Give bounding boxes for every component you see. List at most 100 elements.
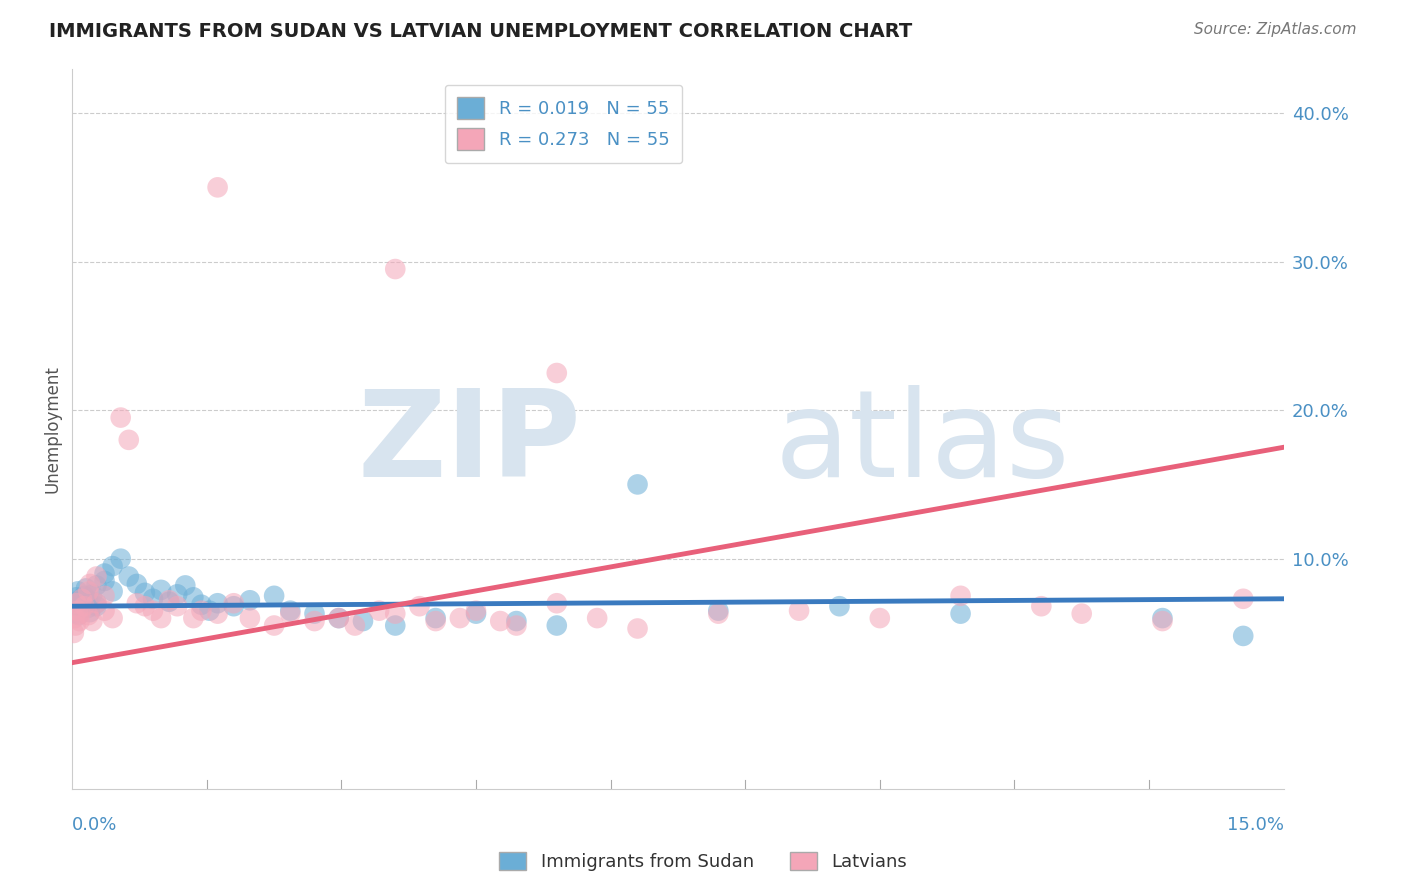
Point bbox=[101, 559, 124, 574]
Point bbox=[82, 587, 104, 601]
Point bbox=[328, 611, 350, 625]
Text: atlas: atlas bbox=[775, 384, 1070, 501]
Point bbox=[278, 607, 301, 621]
Point bbox=[263, 589, 285, 603]
Point bbox=[69, 607, 91, 621]
Point bbox=[157, 595, 180, 609]
Point bbox=[222, 596, 245, 610]
Point bbox=[384, 618, 406, 632]
Point bbox=[304, 607, 326, 621]
Point bbox=[183, 591, 205, 605]
Point bbox=[86, 578, 108, 592]
Point bbox=[73, 589, 96, 603]
Point bbox=[166, 587, 188, 601]
Point bbox=[77, 584, 100, 599]
Text: 15.0%: 15.0% bbox=[1226, 815, 1284, 834]
Point bbox=[93, 604, 115, 618]
Point bbox=[505, 614, 527, 628]
Point bbox=[207, 596, 229, 610]
Point bbox=[546, 596, 568, 610]
Point bbox=[77, 593, 100, 607]
Point bbox=[110, 551, 132, 566]
Point bbox=[101, 584, 124, 599]
Point bbox=[166, 599, 188, 614]
Point bbox=[134, 586, 156, 600]
Point bbox=[150, 582, 173, 597]
Point bbox=[70, 591, 93, 606]
Point bbox=[828, 599, 851, 614]
Point bbox=[505, 618, 527, 632]
Point bbox=[546, 366, 568, 380]
Point bbox=[118, 433, 141, 447]
Point bbox=[63, 626, 86, 640]
Legend: R = 0.019   N = 55, R = 0.273   N = 55: R = 0.019 N = 55, R = 0.273 N = 55 bbox=[444, 85, 682, 163]
Point bbox=[79, 577, 101, 591]
Point bbox=[384, 607, 406, 621]
Point bbox=[425, 614, 447, 628]
Point bbox=[546, 618, 568, 632]
Point bbox=[86, 569, 108, 583]
Point bbox=[869, 611, 891, 625]
Point bbox=[63, 607, 86, 621]
Point bbox=[465, 604, 488, 618]
Point bbox=[66, 604, 89, 618]
Text: ZIP: ZIP bbox=[357, 384, 581, 501]
Point bbox=[101, 611, 124, 625]
Point bbox=[626, 477, 648, 491]
Point bbox=[239, 611, 262, 625]
Text: IMMIGRANTS FROM SUDAN VS LATVIAN UNEMPLOYMENT CORRELATION CHART: IMMIGRANTS FROM SUDAN VS LATVIAN UNEMPLO… bbox=[49, 22, 912, 41]
Point bbox=[110, 410, 132, 425]
Point bbox=[79, 605, 101, 619]
Text: Source: ZipAtlas.com: Source: ZipAtlas.com bbox=[1194, 22, 1357, 37]
Point bbox=[1152, 611, 1174, 625]
Y-axis label: Unemployment: Unemployment bbox=[44, 365, 60, 492]
Point bbox=[1232, 591, 1254, 606]
Point bbox=[787, 604, 810, 618]
Point bbox=[489, 614, 512, 628]
Point bbox=[465, 607, 488, 621]
Point bbox=[1232, 629, 1254, 643]
Point bbox=[304, 614, 326, 628]
Point bbox=[77, 600, 100, 615]
Point bbox=[69, 596, 91, 610]
Point bbox=[63, 599, 86, 614]
Point bbox=[449, 611, 471, 625]
Point bbox=[70, 591, 93, 606]
Point bbox=[190, 604, 212, 618]
Point bbox=[352, 614, 374, 628]
Point bbox=[707, 607, 730, 621]
Point bbox=[66, 604, 89, 618]
Point bbox=[65, 596, 87, 610]
Point bbox=[118, 569, 141, 583]
Point bbox=[66, 584, 89, 599]
Point bbox=[86, 596, 108, 610]
Point bbox=[69, 614, 91, 628]
Point bbox=[190, 598, 212, 612]
Point bbox=[239, 593, 262, 607]
Point bbox=[75, 582, 97, 596]
Point bbox=[93, 566, 115, 581]
Point bbox=[63, 611, 86, 625]
Point bbox=[425, 611, 447, 625]
Point bbox=[142, 604, 165, 618]
Point bbox=[69, 602, 91, 616]
Point bbox=[408, 599, 430, 614]
Point bbox=[1070, 607, 1092, 621]
Point bbox=[82, 614, 104, 628]
Point bbox=[707, 604, 730, 618]
Point bbox=[207, 180, 229, 194]
Point bbox=[1152, 614, 1174, 628]
Point bbox=[65, 595, 87, 609]
Point bbox=[384, 262, 406, 277]
Point bbox=[626, 622, 648, 636]
Point bbox=[77, 608, 100, 623]
Point bbox=[86, 599, 108, 614]
Point bbox=[125, 596, 148, 610]
Point bbox=[86, 596, 108, 610]
Point bbox=[222, 599, 245, 614]
Text: 0.0%: 0.0% bbox=[72, 815, 118, 834]
Point bbox=[949, 589, 972, 603]
Point bbox=[328, 611, 350, 625]
Point bbox=[343, 618, 366, 632]
Point bbox=[157, 593, 180, 607]
